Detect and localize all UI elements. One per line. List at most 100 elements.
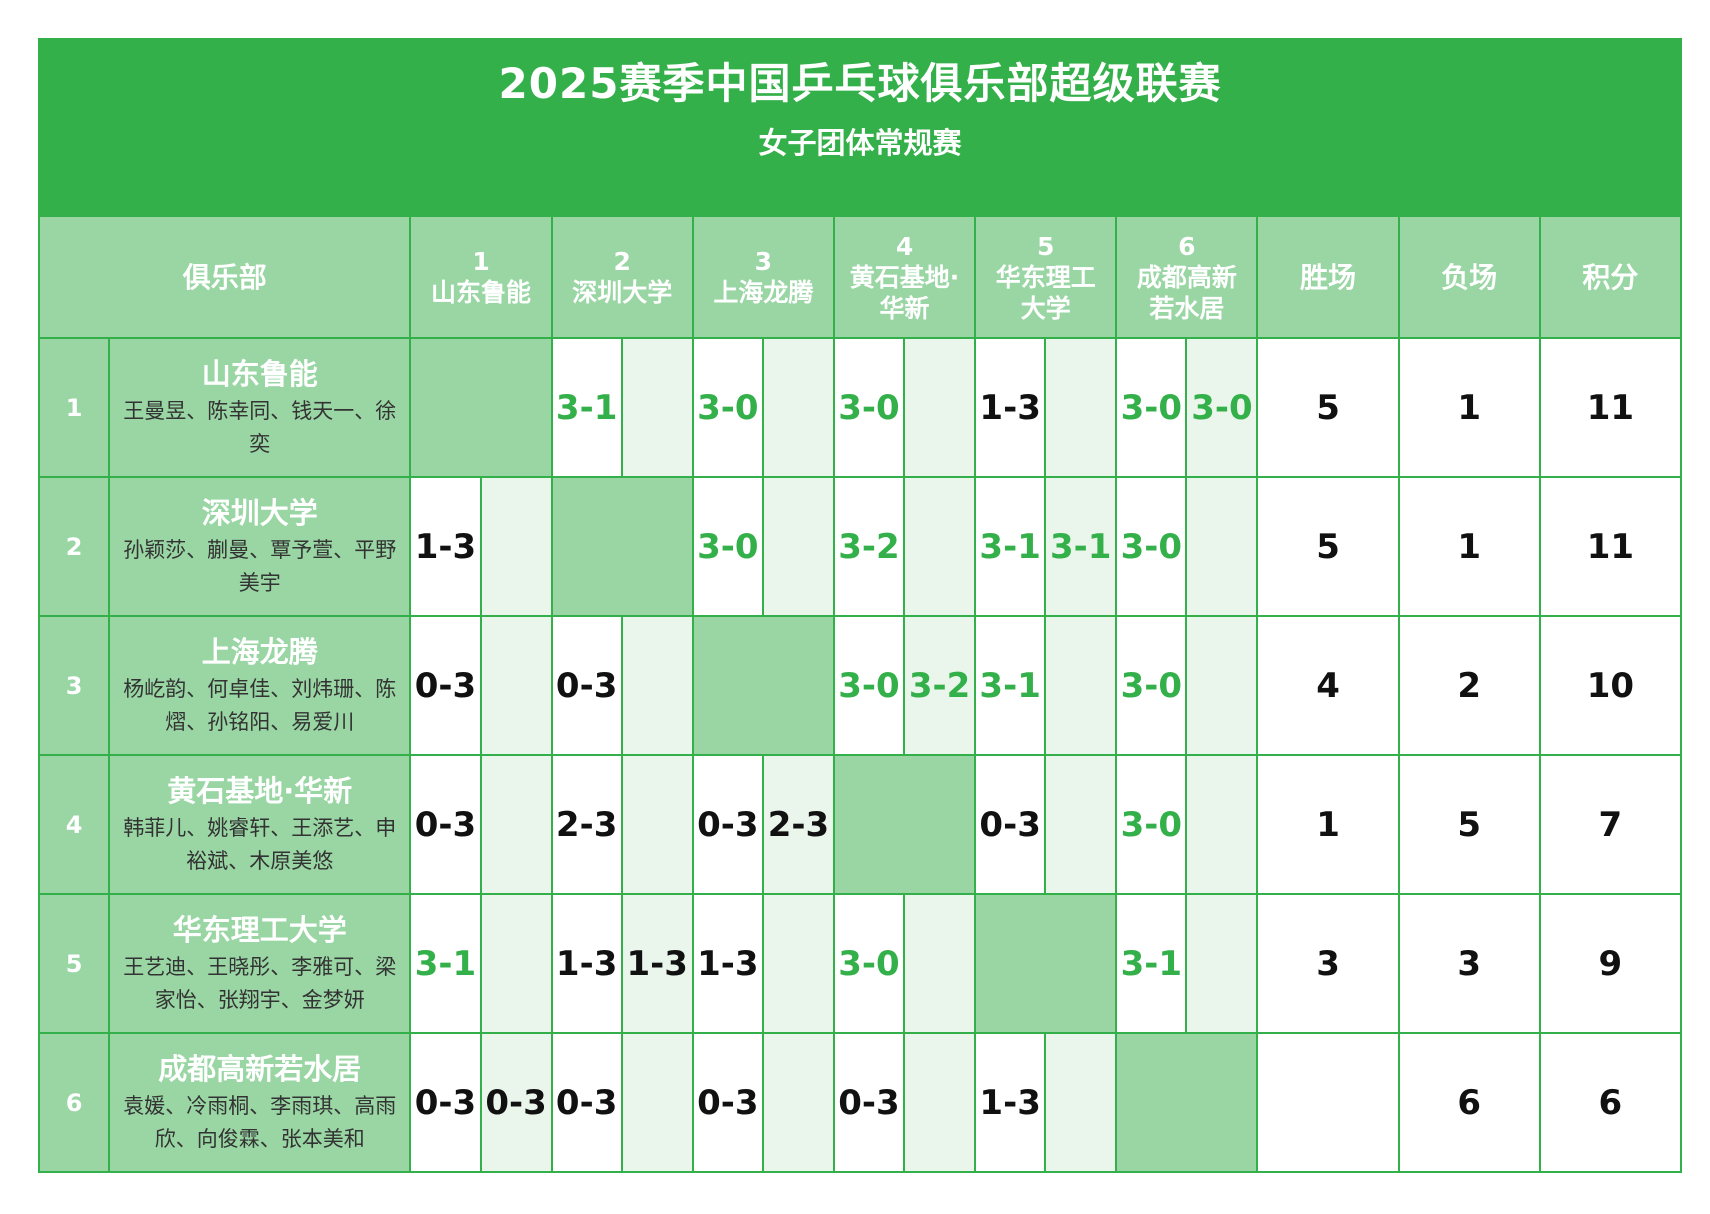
score-cell: 3-0 xyxy=(691,476,764,617)
column-header-number: 1 xyxy=(472,247,490,276)
rank-cell: 1 xyxy=(37,337,111,478)
column-header-name: 山东鲁能 xyxy=(431,278,532,307)
self-match-cell xyxy=(1115,1032,1259,1173)
score-cell xyxy=(761,893,835,1034)
page-title: 2025赛季中国乒乓球俱乐部超级联赛 xyxy=(498,59,1222,108)
score-cell: 3-1 xyxy=(974,615,1047,756)
club-players: 袁媛、冷雨桐、李雨琪、高雨欣、向俊霖、张本美和 xyxy=(123,1093,397,1151)
rank-cell: 6 xyxy=(37,1032,111,1173)
column-header-points: 积分 xyxy=(1538,215,1683,339)
score-cell: 1-3 xyxy=(691,893,764,1034)
wins-cell xyxy=(1256,1032,1400,1173)
club-name: 上海龙腾 xyxy=(201,634,318,669)
score-cell: 1-3 xyxy=(974,1032,1047,1173)
self-match-cell xyxy=(550,476,694,617)
club-players: 王艺迪、王晓彤、李雅可、梁家怡、张翔宇、金梦妍 xyxy=(123,954,397,1012)
score-cell xyxy=(1185,615,1259,756)
score-cell: 3-0 xyxy=(832,337,906,478)
club-cell: 上海龙腾杨屹韵、何卓佳、刘炜珊、陈熠、孙铭阳、易爱川 xyxy=(108,615,412,756)
column-header-number: 5 xyxy=(1036,231,1055,261)
column-header-club: 俱乐部 xyxy=(37,215,412,339)
score-cell: 3-0 xyxy=(1185,337,1259,478)
column-header-opponent: 3 上海龙腾 xyxy=(691,215,835,339)
score-cell xyxy=(620,615,694,756)
score-cell: 3-1 xyxy=(550,337,623,478)
club-cell: 山东鲁能王曼昱、陈幸同、钱天一、徐奕 xyxy=(108,337,412,478)
points-cell: 11 xyxy=(1538,476,1683,617)
score-cell xyxy=(761,1032,835,1173)
rank-cell: 2 xyxy=(37,476,111,617)
score-cell: 3-0 xyxy=(1115,476,1188,617)
score-cell: 3-0 xyxy=(832,615,906,756)
score-cell: 1-3 xyxy=(409,476,482,617)
column-header-name: 上海龙腾 xyxy=(713,278,814,307)
club-cell: 深圳大学孙颖莎、蒯曼、覃予萱、平野美宇 xyxy=(108,476,412,617)
club-name: 华东理工大学 xyxy=(172,912,347,947)
score-cell xyxy=(761,476,835,617)
column-header-name: 黄石基地·华新 xyxy=(849,262,960,323)
score-cell xyxy=(479,754,553,895)
rank-cell: 5 xyxy=(37,893,111,1034)
table-row: 3 上海龙腾 杨屹韵、何卓佳、刘炜珊、陈熠、孙铭阳、易爱川 0-3 0-3 3-0 3-2 3… xyxy=(37,615,1683,756)
self-match-cell xyxy=(691,615,835,756)
club-cell: 成都高新若水居袁媛、冷雨桐、李雨琪、高雨欣、向俊霖、张本美和 xyxy=(108,1032,412,1173)
table-row: 2 深圳大学 孙颖莎、蒯曼、覃予萱、平野美宇 1-3 3-0 3-2 3-1 3-1 3-0 5 1… xyxy=(37,476,1683,617)
score-cell xyxy=(1044,1032,1118,1173)
club-name: 山东鲁能 xyxy=(201,356,318,391)
score-cell xyxy=(903,1032,977,1173)
score-cell: 0-3 xyxy=(409,615,482,756)
column-header-number: 6 xyxy=(1178,231,1196,261)
score-cell: 3-2 xyxy=(903,615,977,756)
table-row: 5 华东理工大学 王艺迪、王晓彤、李雅可、梁家怡、张翔宇、金梦妍 3-1 1-3 1-3 1… xyxy=(37,893,1683,1034)
column-header-number: 2 xyxy=(613,247,631,276)
club-name: 深圳大学 xyxy=(201,495,318,530)
losses-cell: 3 xyxy=(1397,893,1541,1034)
score-cell: 3-1 xyxy=(1115,893,1188,1034)
score-cell: 1-3 xyxy=(974,337,1047,478)
column-header-number: 3 xyxy=(754,247,773,276)
table-row: 6 成都高新若水居 袁媛、冷雨桐、李雨琪、高雨欣、向俊霖、张本美和 0-3 0-3 0-3… xyxy=(37,1032,1683,1173)
score-cell: 3-0 xyxy=(1115,337,1188,478)
rank-cell: 3 xyxy=(37,615,111,756)
club-players: 王曼昱、陈幸同、钱天一、徐奕 xyxy=(123,398,397,456)
table-header-row: 俱乐部 1 山东鲁能 2 深圳大学 3 上海龙腾 4 黄石基地·华新 5 华东理工大学 6 成都高新若水… xyxy=(37,215,1683,339)
score-cell: 0-3 xyxy=(409,1032,482,1173)
score-cell xyxy=(903,893,977,1034)
table-row: 4 黄石基地·华新 韩菲儿、姚睿轩、王添艺、申裕斌、木原美悠 0-3 2-3 0-3 2-3… xyxy=(37,754,1683,895)
column-header-opponent: 1 山东鲁能 xyxy=(409,215,553,339)
score-cell xyxy=(1185,893,1259,1034)
club-name: 黄石基地·华新 xyxy=(167,773,353,808)
score-cell: 0-3 xyxy=(479,1032,553,1173)
club-players: 孙颖莎、蒯曼、覃予萱、平野美宇 xyxy=(123,537,397,595)
score-cell: 3-1 xyxy=(1044,476,1118,617)
club-name: 成都高新若水居 xyxy=(158,1051,362,1086)
points-cell: 7 xyxy=(1538,754,1683,895)
score-cell: 0-3 xyxy=(691,754,764,895)
wins-cell: 5 xyxy=(1256,337,1400,478)
club-players: 杨屹韵、何卓佳、刘炜珊、陈熠、孙铭阳、易爱川 xyxy=(123,676,397,734)
score-cell xyxy=(1044,337,1118,478)
score-cell: 0-3 xyxy=(409,754,482,895)
score-cell xyxy=(479,893,553,1034)
wins-cell: 3 xyxy=(1256,893,1400,1034)
page-subtitle: 女子团体常规赛 xyxy=(758,126,962,160)
club-cell: 华东理工大学王艺迪、王晓彤、李雅可、梁家怡、张翔宇、金梦妍 xyxy=(108,893,412,1034)
wins-cell: 5 xyxy=(1256,476,1400,617)
column-header-opponent: 6 成都高新若水居 xyxy=(1115,215,1259,339)
score-cell: 2-3 xyxy=(761,754,835,895)
column-header-number: 4 xyxy=(895,231,914,261)
table-row: 1 山东鲁能 王曼昱、陈幸同、钱天一、徐奕 3-1 3-0 3-0 1-3 3-0 3-0 5 1 1… xyxy=(37,337,1683,478)
score-cell: 3-0 xyxy=(832,893,906,1034)
score-cell: 0-3 xyxy=(550,1032,623,1173)
score-cell xyxy=(1185,476,1259,617)
score-cell: 3-0 xyxy=(1115,754,1188,895)
losses-cell: 2 xyxy=(1397,615,1541,756)
score-cell xyxy=(903,337,977,478)
rank-cell: 4 xyxy=(37,754,111,895)
score-cell: 3-0 xyxy=(691,337,764,478)
column-header-name: 深圳大学 xyxy=(572,278,673,307)
score-cell xyxy=(620,1032,694,1173)
wins-cell: 4 xyxy=(1256,615,1400,756)
column-header-wins: 胜场 xyxy=(1256,215,1400,339)
losses-cell: 6 xyxy=(1397,1032,1541,1173)
